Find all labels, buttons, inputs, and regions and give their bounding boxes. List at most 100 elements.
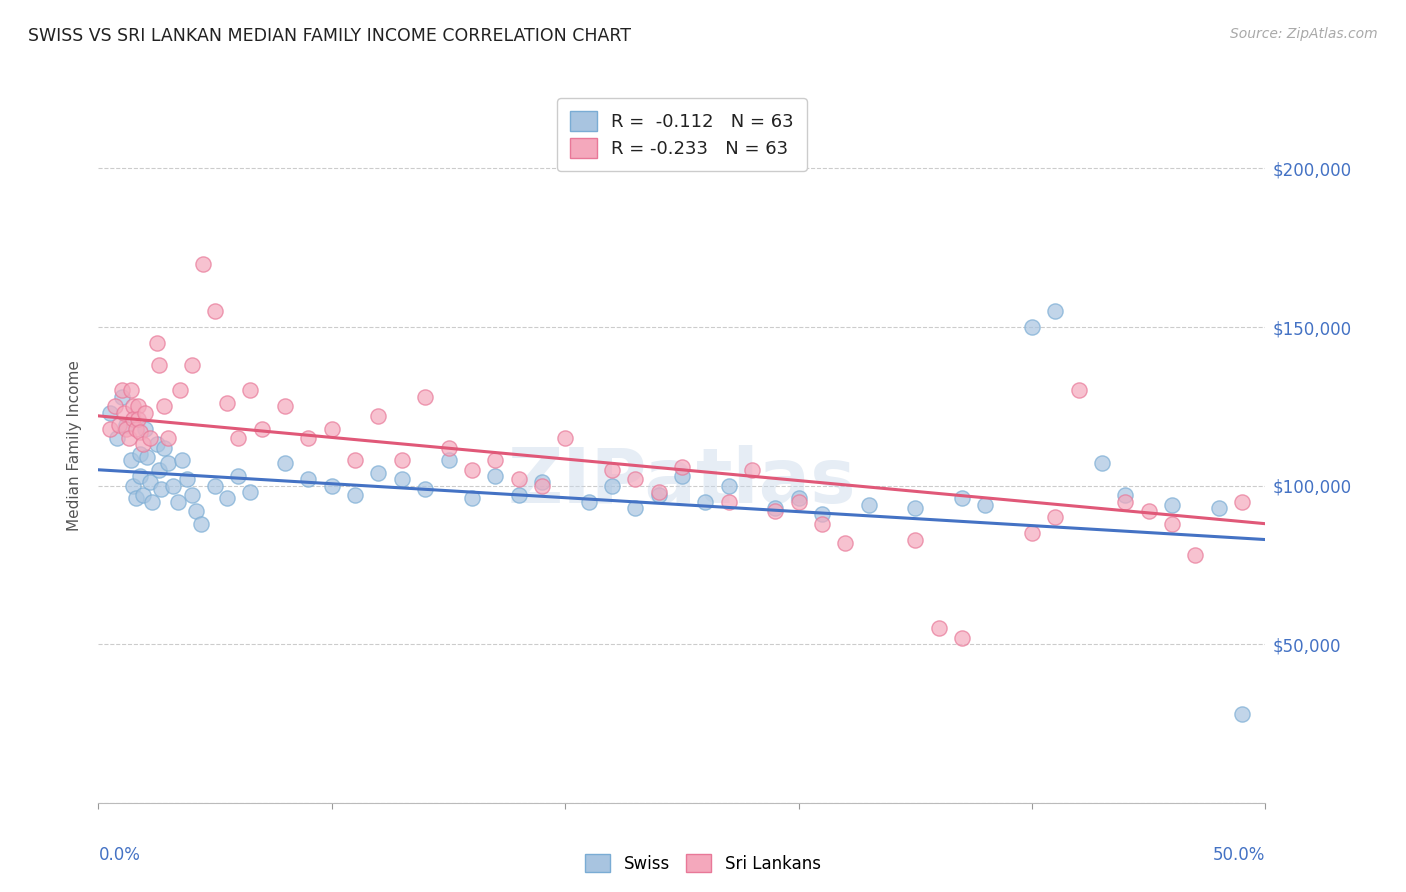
Point bbox=[180, 488, 202, 502]
Point bbox=[129, 469, 152, 483]
Point bbox=[139, 431, 162, 445]
Point bbox=[115, 418, 138, 433]
Point bbox=[600, 478, 623, 492]
Point bbox=[1045, 510, 1067, 524]
Point bbox=[98, 421, 121, 435]
Point bbox=[671, 459, 693, 474]
Point bbox=[1021, 320, 1043, 334]
Point bbox=[671, 469, 693, 483]
Point bbox=[530, 478, 553, 492]
Point bbox=[297, 472, 319, 486]
Point bbox=[215, 491, 238, 506]
Point bbox=[321, 421, 343, 435]
Point bbox=[787, 491, 810, 506]
Point bbox=[169, 384, 191, 398]
Point bbox=[461, 463, 484, 477]
Point bbox=[162, 478, 184, 492]
Point bbox=[105, 431, 128, 445]
Point bbox=[228, 469, 250, 483]
Point bbox=[228, 431, 250, 445]
Point bbox=[148, 358, 170, 372]
Point bbox=[367, 466, 389, 480]
Text: 50.0%: 50.0% bbox=[1213, 846, 1265, 863]
Point bbox=[125, 421, 148, 435]
Point bbox=[1114, 488, 1136, 502]
Point bbox=[139, 475, 162, 490]
Point bbox=[1091, 457, 1114, 471]
Point bbox=[152, 400, 174, 414]
Point bbox=[98, 406, 121, 420]
Point bbox=[120, 384, 142, 398]
Point bbox=[125, 491, 148, 506]
Point bbox=[461, 491, 484, 506]
Point bbox=[834, 535, 856, 549]
Point bbox=[928, 621, 950, 635]
Point bbox=[1021, 526, 1043, 541]
Point bbox=[1161, 516, 1184, 531]
Point bbox=[297, 431, 319, 445]
Text: ZIPatlas: ZIPatlas bbox=[508, 445, 856, 518]
Point bbox=[391, 472, 413, 486]
Point bbox=[204, 478, 226, 492]
Point bbox=[624, 472, 647, 486]
Point bbox=[1045, 304, 1067, 318]
Text: SWISS VS SRI LANKAN MEDIAN FAMILY INCOME CORRELATION CHART: SWISS VS SRI LANKAN MEDIAN FAMILY INCOME… bbox=[28, 27, 631, 45]
Point bbox=[118, 431, 141, 445]
Point bbox=[250, 421, 273, 435]
Point bbox=[111, 384, 134, 398]
Point bbox=[146, 335, 169, 350]
Point bbox=[321, 478, 343, 492]
Point bbox=[122, 478, 145, 492]
Point bbox=[413, 482, 436, 496]
Point bbox=[1161, 498, 1184, 512]
Point bbox=[811, 507, 834, 521]
Point bbox=[132, 488, 155, 502]
Point bbox=[484, 453, 506, 467]
Point bbox=[1208, 500, 1230, 515]
Point bbox=[115, 421, 138, 435]
Point bbox=[193, 257, 215, 271]
Point bbox=[578, 494, 600, 508]
Y-axis label: Median Family Income: Median Family Income bbox=[67, 360, 83, 532]
Point bbox=[1114, 494, 1136, 508]
Point bbox=[437, 453, 460, 467]
Point bbox=[274, 400, 297, 414]
Point bbox=[186, 504, 208, 518]
Point bbox=[554, 431, 576, 445]
Point bbox=[717, 494, 740, 508]
Point bbox=[112, 406, 135, 420]
Point bbox=[530, 475, 553, 490]
Point bbox=[146, 437, 169, 451]
Point bbox=[157, 431, 180, 445]
Point bbox=[741, 463, 763, 477]
Point bbox=[150, 482, 173, 496]
Point bbox=[647, 488, 669, 502]
Point bbox=[624, 500, 647, 515]
Point bbox=[129, 447, 152, 461]
Point bbox=[190, 516, 212, 531]
Text: Source: ZipAtlas.com: Source: ZipAtlas.com bbox=[1230, 27, 1378, 41]
Point bbox=[122, 400, 145, 414]
Legend: Swiss, Sri Lankans: Swiss, Sri Lankans bbox=[578, 847, 828, 880]
Text: 0.0%: 0.0% bbox=[98, 846, 141, 863]
Point bbox=[717, 478, 740, 492]
Point bbox=[132, 437, 155, 451]
Point bbox=[152, 441, 174, 455]
Point bbox=[950, 491, 973, 506]
Point bbox=[127, 412, 149, 426]
Point bbox=[413, 390, 436, 404]
Point bbox=[176, 472, 198, 486]
Point bbox=[215, 396, 238, 410]
Point bbox=[858, 498, 880, 512]
Point bbox=[508, 472, 530, 486]
Point bbox=[108, 418, 131, 433]
Point bbox=[134, 421, 156, 435]
Point bbox=[122, 412, 145, 426]
Point bbox=[1230, 706, 1253, 721]
Point bbox=[600, 463, 623, 477]
Point bbox=[127, 400, 149, 414]
Point bbox=[344, 488, 367, 502]
Point bbox=[104, 400, 127, 414]
Point bbox=[647, 485, 669, 500]
Point bbox=[787, 494, 810, 508]
